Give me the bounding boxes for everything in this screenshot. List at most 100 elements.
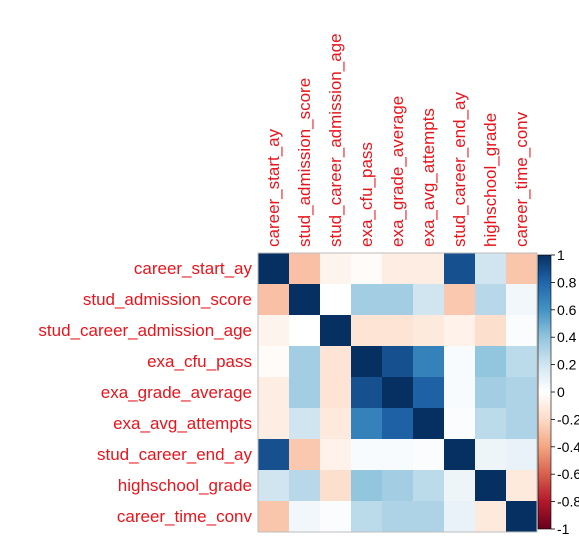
heatmap-cell-7-5 — [413, 470, 444, 501]
colorbar-tick-label: 0.2 — [557, 357, 577, 373]
colorbar-tick-label: 0.4 — [557, 329, 577, 345]
heatmap-cell-2-3 — [351, 315, 382, 346]
row-label-1: stud_admission_score — [83, 290, 252, 309]
heatmap-cell-3-4 — [382, 346, 413, 377]
heatmap-cell-5-3 — [351, 408, 382, 439]
heatmap-cell-7-4 — [382, 470, 413, 501]
colorbar-tick-label: 0.6 — [557, 302, 577, 318]
heatmap-cell-2-2 — [320, 315, 351, 346]
heatmap-cell-0-6 — [444, 253, 475, 284]
heatmap-cell-7-3 — [351, 470, 382, 501]
colorbar-tick-label: -1 — [557, 521, 570, 537]
row-label-0: career_start_ay — [134, 259, 253, 278]
heatmap-cell-0-2 — [320, 253, 351, 284]
heatmap-cell-8-8 — [506, 501, 537, 532]
heatmap-cell-0-5 — [413, 253, 444, 284]
heatmap-cell-1-5 — [413, 284, 444, 315]
colorbar-tick-label: -0.8 — [557, 494, 579, 510]
row-label-6: stud_career_end_ay — [97, 445, 253, 464]
heatmap-cell-7-1 — [289, 470, 320, 501]
heatmap-cell-7-8 — [506, 470, 537, 501]
heatmap-cell-2-8 — [506, 315, 537, 346]
heatmap-cell-4-2 — [320, 377, 351, 408]
heatmap-cell-5-8 — [506, 408, 537, 439]
column-label-2: stud_career_admission_age — [326, 33, 345, 247]
heatmap-cell-1-7 — [475, 284, 506, 315]
heatmap-cell-1-4 — [382, 284, 413, 315]
heatmap-cell-3-5 — [413, 346, 444, 377]
heatmap-cell-8-5 — [413, 501, 444, 532]
heatmap-cell-5-5 — [413, 408, 444, 439]
row-label-4: exa_grade_average — [101, 383, 252, 402]
heatmap-cell-8-2 — [320, 501, 351, 532]
column-label-4: exa_grade_average — [388, 96, 407, 247]
heatmap-cell-4-7 — [475, 377, 506, 408]
heatmap-cell-6-6 — [444, 439, 475, 470]
column-label-1: stud_admission_score — [295, 78, 314, 247]
heatmap-cell-7-7 — [475, 470, 506, 501]
heatmap-cell-3-7 — [475, 346, 506, 377]
row-label-7: highschool_grade — [118, 476, 252, 495]
colorbar-tick-label: -0.4 — [557, 439, 579, 455]
heatmap-cell-4-4 — [382, 377, 413, 408]
heatmap-cell-6-8 — [506, 439, 537, 470]
heatmap-cell-8-4 — [382, 501, 413, 532]
heatmap-cell-2-6 — [444, 315, 475, 346]
heatmap-cell-4-5 — [413, 377, 444, 408]
colorbar: 1 0.8 0.6 0.4 0.2 0 -0.2 -0.4 -0.6 -0.8 -1 — [537, 247, 579, 537]
heatmap-cell-3-2 — [320, 346, 351, 377]
row-labels: career_start_ay stud_admission_score stud_… — [38, 259, 252, 526]
heatmap-cell-1-0 — [258, 284, 289, 315]
heatmap-cell-6-0 — [258, 439, 289, 470]
heatmap-cell-5-6 — [444, 408, 475, 439]
row-label-3: exa_cfu_pass — [147, 352, 252, 371]
heatmap-cell-3-1 — [289, 346, 320, 377]
heatmap-cell-0-4 — [382, 253, 413, 284]
heatmap-cell-2-7 — [475, 315, 506, 346]
heatmap-cell-1-3 — [351, 284, 382, 315]
heatmap-cell-5-4 — [382, 408, 413, 439]
heatmap-cell-6-5 — [413, 439, 444, 470]
heatmap-cell-0-7 — [475, 253, 506, 284]
heatmap-cell-1-2 — [320, 284, 351, 315]
heatmap-cell-8-3 — [351, 501, 382, 532]
heatmap-cell-8-0 — [258, 501, 289, 532]
heatmap-cell-4-3 — [351, 377, 382, 408]
heatmap-cells — [258, 253, 537, 532]
heatmap-cell-4-1 — [289, 377, 320, 408]
heatmap-cell-8-1 — [289, 501, 320, 532]
heatmap-cell-1-1 — [289, 284, 320, 315]
column-label-0: career_start_ay — [264, 128, 283, 247]
heatmap-cell-4-6 — [444, 377, 475, 408]
heatmap-cell-6-4 — [382, 439, 413, 470]
heatmap-cell-4-0 — [258, 377, 289, 408]
heatmap-cell-1-6 — [444, 284, 475, 315]
heatmap-cell-3-3 — [351, 346, 382, 377]
row-label-2: stud_career_admission_age — [38, 321, 252, 340]
heatmap-cell-0-3 — [351, 253, 382, 284]
column-label-3: exa_cfu_pass — [357, 142, 376, 247]
heatmap-cell-4-8 — [506, 377, 537, 408]
heatmap-cell-8-7 — [475, 501, 506, 532]
colorbar-tick-label: -0.6 — [557, 466, 579, 482]
heatmap-cell-2-5 — [413, 315, 444, 346]
heatmap-cell-7-0 — [258, 470, 289, 501]
heatmap-cell-2-0 — [258, 315, 289, 346]
heatmap-cell-6-1 — [289, 439, 320, 470]
heatmap-cell-2-1 — [289, 315, 320, 346]
heatmap-border — [257, 252, 538, 533]
heatmap-cell-0-1 — [289, 253, 320, 284]
colorbar-gradient — [537, 254, 552, 530]
heatmap-cell-3-8 — [506, 346, 537, 377]
colorbar-tick-label: -0.2 — [557, 411, 579, 427]
heatmap-cell-3-6 — [444, 346, 475, 377]
colorbar-tick-label: 1 — [557, 247, 565, 263]
column-label-5: exa_avg_attempts — [419, 108, 438, 247]
heatmap-cell-8-6 — [444, 501, 475, 532]
heatmap-cell-6-2 — [320, 439, 351, 470]
column-labels: career_start_ay stud_admission_score stud_… — [264, 33, 531, 247]
heatmap-cell-1-8 — [506, 284, 537, 315]
column-label-6: stud_career_end_ay — [450, 91, 469, 247]
heatmap-cell-7-2 — [320, 470, 351, 501]
